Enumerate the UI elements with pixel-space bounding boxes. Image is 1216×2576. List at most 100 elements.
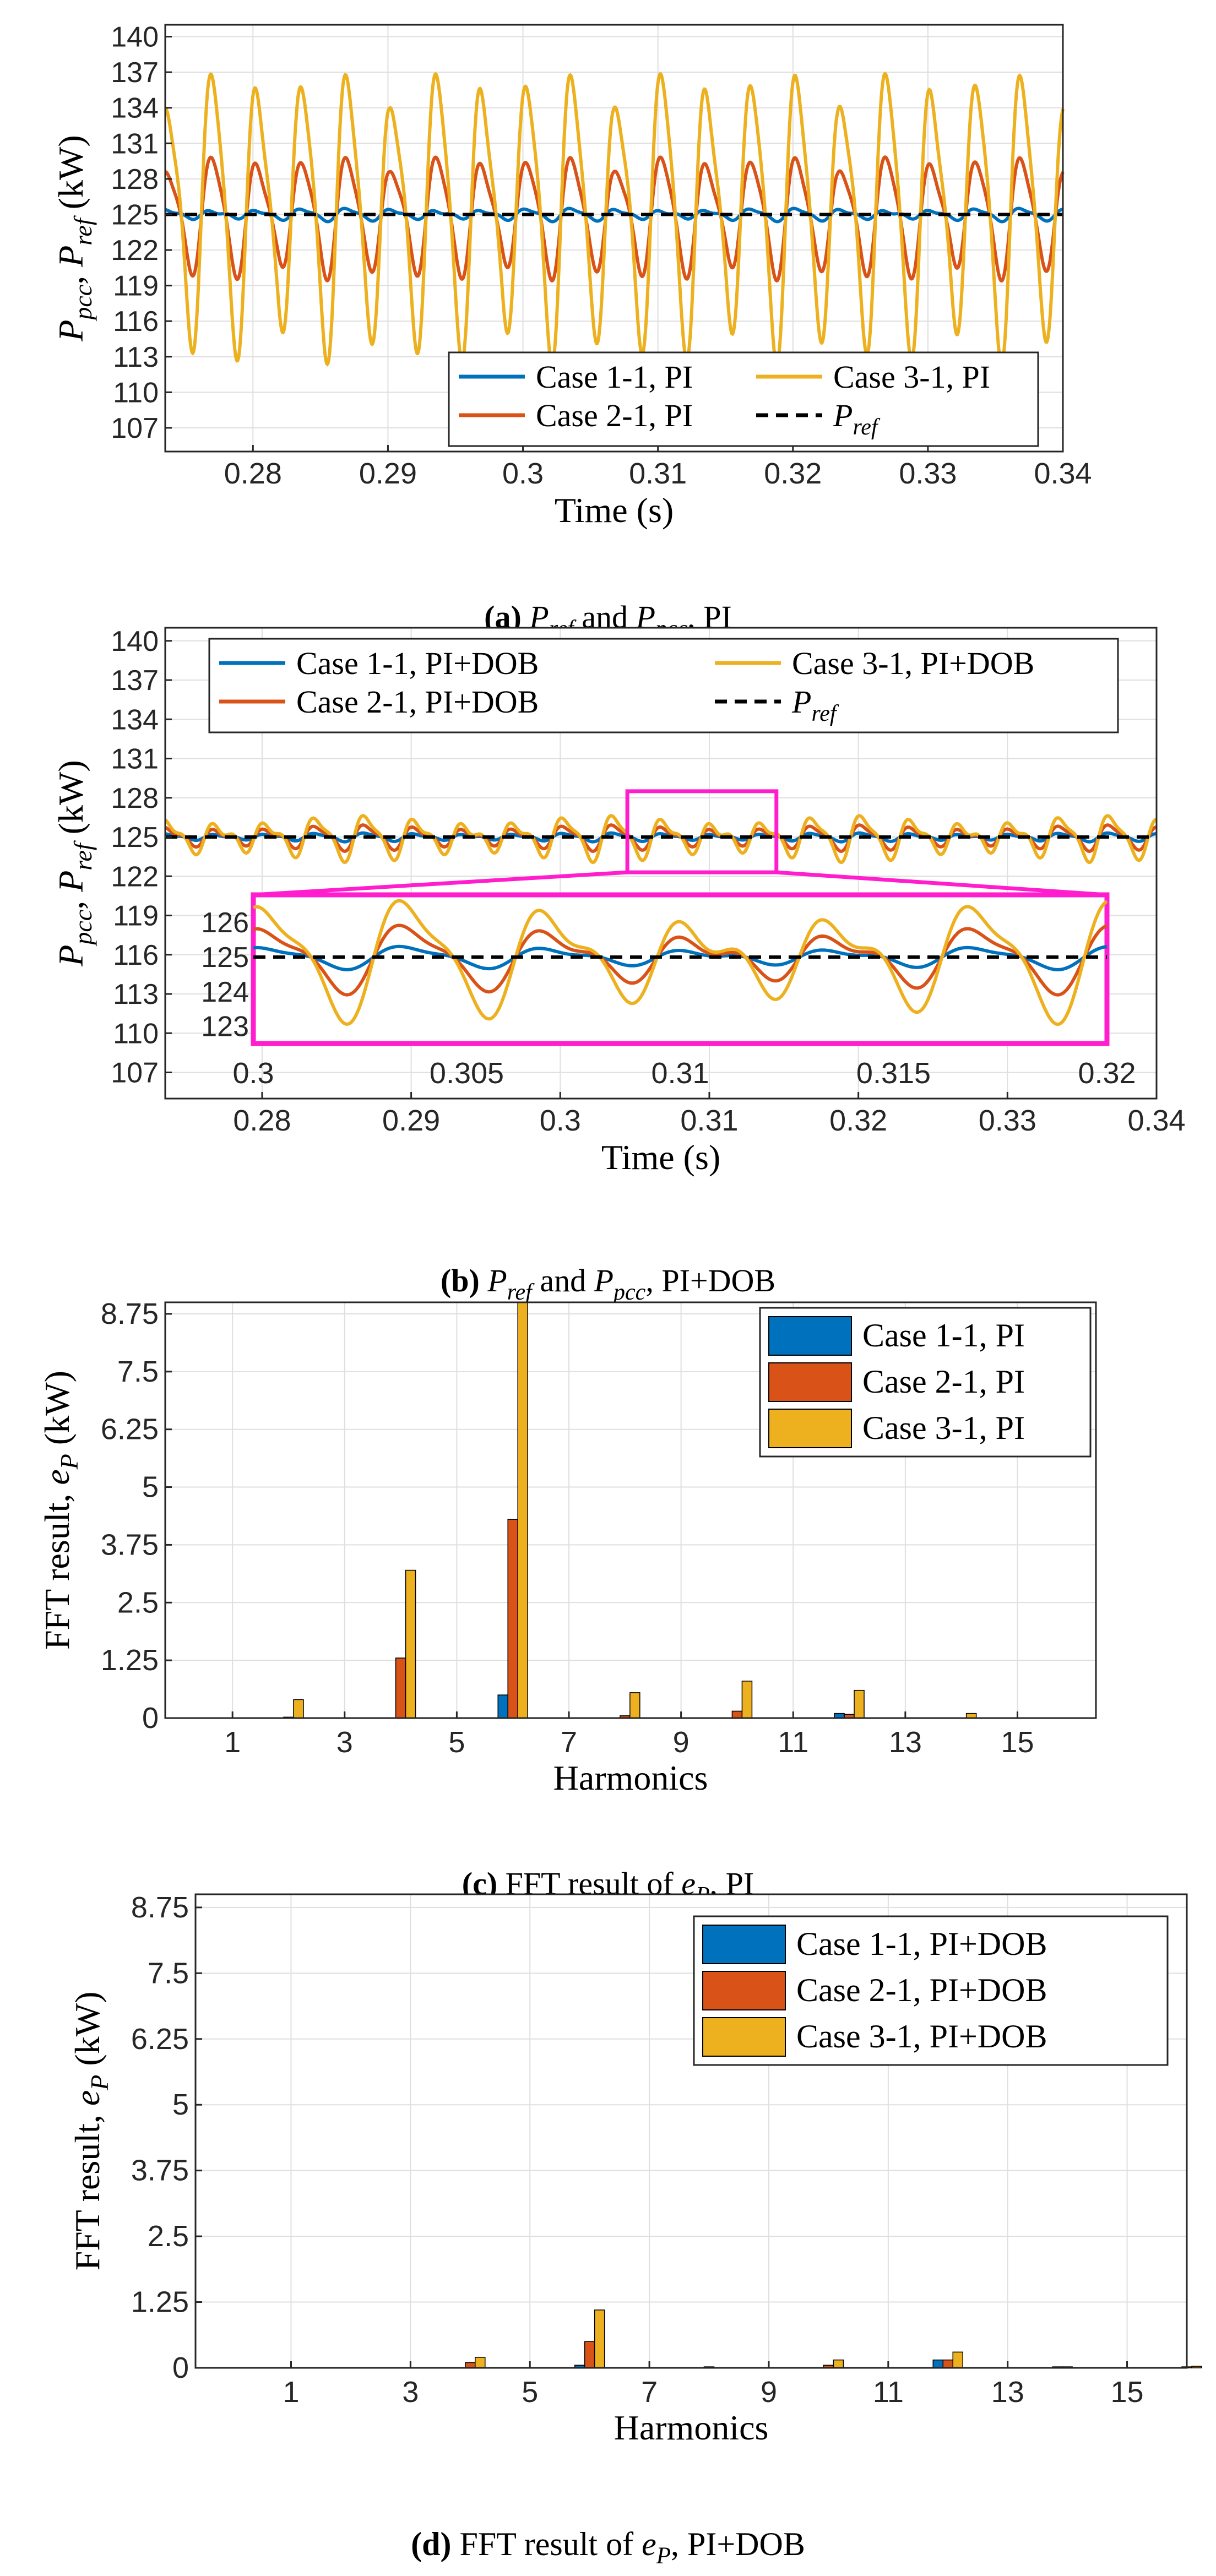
x-axis-label: Time (s) bbox=[601, 1138, 720, 1177]
x-tick-label: 9 bbox=[673, 1726, 690, 1759]
legend: Case 1-1, PI+DOB Case 2-1, PI+DOB Case 3-1… bbox=[693, 1915, 1169, 2066]
y-tick-label: 134 bbox=[111, 704, 159, 736]
y-tick-label: 8.75 bbox=[101, 1297, 159, 1330]
bar-3 bbox=[405, 1569, 416, 1719]
legend-label-3: Case 2-1, PI+DOB bbox=[296, 684, 539, 720]
y-tick-label: 6.25 bbox=[101, 1413, 159, 1446]
legend-swatch-1 bbox=[702, 1925, 786, 1964]
y-tick-label: 137 bbox=[111, 57, 159, 89]
x-tick-label: 0.28 bbox=[224, 457, 282, 490]
bar-2 bbox=[507, 1519, 518, 1719]
bar-3 bbox=[1191, 2366, 1202, 2368]
legend-label-3: Case 3-1, PI bbox=[862, 1410, 1025, 1446]
y-tick-label: 122 bbox=[111, 861, 159, 893]
axes-frame bbox=[194, 1893, 1188, 2369]
y-tick-label: 110 bbox=[113, 377, 159, 409]
legend-swatch-1 bbox=[768, 1316, 852, 1356]
legend-swatch-2 bbox=[768, 1362, 852, 1402]
series-line-3 bbox=[164, 814, 1157, 865]
y-tick-label: 131 bbox=[111, 743, 159, 775]
legend-label-1: Case 1-1, PI bbox=[536, 359, 693, 395]
legend-label-2: Case 3-1, PI bbox=[833, 359, 990, 395]
bar-3 bbox=[475, 2357, 486, 2368]
legend-box bbox=[448, 351, 1039, 447]
x-axis-label: Time (s) bbox=[555, 491, 674, 530]
zoom-connector bbox=[776, 870, 1108, 897]
legend-label-1: Case 1-1, PI+DOB bbox=[796, 1926, 1047, 1962]
y-tick-label: 119 bbox=[113, 270, 159, 302]
x-tick-label: 11 bbox=[873, 2376, 904, 2409]
y-tick-label: 119 bbox=[113, 900, 159, 932]
y-tick-label: 107 bbox=[111, 412, 159, 444]
bar-1 bbox=[497, 1694, 508, 1719]
x-tick-label: 13 bbox=[889, 1726, 922, 1759]
bar-2 bbox=[395, 1657, 406, 1719]
x-tick-label: 5 bbox=[448, 1726, 465, 1759]
bar-1 bbox=[932, 2359, 944, 2368]
y-tick-label: 137 bbox=[111, 665, 159, 697]
x-tick-label: 0.29 bbox=[359, 457, 417, 490]
y-tick-label: 0 bbox=[142, 1702, 159, 1735]
bar-3 bbox=[854, 1689, 865, 1719]
x-tick-label: 3 bbox=[336, 1726, 353, 1759]
legend-swatch-3 bbox=[768, 1409, 852, 1448]
y-tick-label: 2.5 bbox=[117, 1586, 159, 1619]
y-tick-label: 3.75 bbox=[131, 2154, 189, 2187]
legend-label-2: Case 2-1, PI bbox=[862, 1363, 1025, 1400]
y-tick-label: 8.75 bbox=[131, 1891, 189, 1924]
y-tick-label: 1.25 bbox=[101, 1644, 159, 1677]
y-tick-label: 116 bbox=[113, 939, 159, 971]
y-tick-label: 140 bbox=[111, 21, 159, 53]
x-tick-label: 0.3 bbox=[540, 1104, 581, 1137]
x-tick-label: 13 bbox=[991, 2376, 1024, 2409]
bar-3 bbox=[741, 1681, 753, 1719]
x-tick-label: 0.33 bbox=[899, 457, 957, 490]
y-tick-label: 110 bbox=[113, 1018, 159, 1050]
caption-b: (b) Pref​ and Ppcc​, PI+DOB bbox=[441, 1263, 775, 1305]
bar-2 bbox=[584, 2341, 595, 2368]
x-tick-label: 9 bbox=[761, 2376, 777, 2409]
y-tick-label: 128 bbox=[111, 782, 159, 814]
y-tick-label: 128 bbox=[111, 164, 159, 195]
bar-3 bbox=[833, 2359, 844, 2368]
inset-y-tick-label: 124 bbox=[201, 976, 249, 1008]
y-axis-label: Ppcc​, Pref​ (kW) bbox=[51, 760, 97, 966]
x-axis-label: Harmonics bbox=[614, 2408, 769, 2447]
x-tick-label: 7 bbox=[641, 2376, 658, 2409]
inset-x-tick-label: 0.305 bbox=[430, 1057, 504, 1090]
y-tick-label: 134 bbox=[111, 93, 159, 124]
legend-label-2: Case 2-1, PI+DOB bbox=[796, 1972, 1047, 2008]
x-tick-label: 0.28 bbox=[233, 1104, 291, 1137]
x-tick-label: 0.34 bbox=[1127, 1104, 1185, 1137]
y-tick-label: 3.75 bbox=[101, 1528, 159, 1561]
x-tick-label: 0.33 bbox=[979, 1104, 1036, 1137]
legend-label-2: Case 3-1, PI+DOB bbox=[792, 645, 1034, 681]
caption-d: (d) FFT result of eP​, PI+DOB bbox=[411, 2526, 805, 2569]
y-tick-label: 116 bbox=[113, 306, 159, 338]
y-tick-label: 5 bbox=[172, 2088, 189, 2121]
zoom-connector bbox=[253, 870, 628, 897]
x-tick-label: 1 bbox=[224, 1726, 241, 1759]
x-tick-label: 1 bbox=[283, 2376, 299, 2409]
panel-d: 1 3 5 7 9 11 13 1501.252.53.7556.257.58.75Harmo… bbox=[68, 1891, 1202, 2447]
panel-c: 1 3 5 7 9 11 13 1501.252.53.7556.257.58.75Harmo… bbox=[37, 1297, 1097, 1797]
inset-x-tick-label: 0.31 bbox=[651, 1057, 709, 1090]
x-tick-label: 0.29 bbox=[382, 1104, 440, 1137]
axes-frame bbox=[164, 24, 1064, 453]
bar-3 bbox=[952, 2351, 964, 2368]
axes-frame bbox=[164, 627, 1158, 1100]
y-tick-label: 6.25 bbox=[131, 2023, 189, 2056]
x-tick-label: 0.3 bbox=[502, 457, 544, 490]
y-axis-label: FFT result, eP​ (kW) bbox=[37, 1371, 83, 1650]
x-tick-label: 5 bbox=[522, 2376, 538, 2409]
legend: Case 1-1, PI Case 3-1, PI Case 2-1, PI Pref… bbox=[448, 351, 1039, 447]
bar-3 bbox=[517, 1302, 528, 1719]
y-tick-label: 7.5 bbox=[117, 1355, 159, 1388]
y-axis-label: FFT result, eP​ (kW) bbox=[68, 1992, 113, 2271]
y-tick-label: 107 bbox=[111, 1057, 159, 1089]
inset-y-tick-label: 125 bbox=[201, 942, 249, 974]
legend-label-1: Case 1-1, PI bbox=[862, 1317, 1025, 1354]
x-axis-label: Harmonics bbox=[553, 1758, 708, 1797]
